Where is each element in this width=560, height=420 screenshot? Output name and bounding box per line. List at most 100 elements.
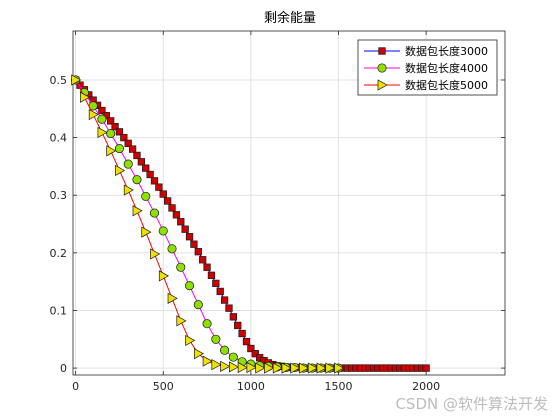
- data-point: [207, 271, 216, 279]
- data-point: [334, 362, 345, 374]
- data-point: [237, 361, 248, 374]
- legend-marker: [377, 79, 388, 91]
- data-point: [199, 256, 207, 264]
- data-point: [176, 315, 187, 327]
- watermark-text: CSDN @软件算法开发: [395, 395, 548, 413]
- data-point: [137, 158, 145, 166]
- data-point: [251, 350, 259, 358]
- data-point: [167, 244, 177, 254]
- data-point: [229, 313, 238, 321]
- data-point: [141, 191, 151, 201]
- data-point: [150, 177, 159, 185]
- data-point: [146, 170, 154, 179]
- data-point: [123, 184, 134, 196]
- data-point: [316, 362, 327, 374]
- data-point: [97, 114, 107, 124]
- data-point: [142, 164, 150, 172]
- legend-entry: 数据包长度5000: [364, 78, 488, 92]
- legend-label: 数据包长度4000: [405, 61, 488, 75]
- data-point: [181, 225, 189, 233]
- data-point: [234, 321, 242, 330]
- data-point: [272, 362, 283, 374]
- legend-marker: [377, 63, 387, 73]
- legend-entry: 数据包长度4000: [364, 61, 488, 75]
- data-point: [422, 364, 430, 372]
- data-point: [212, 279, 220, 288]
- data-point: [106, 145, 117, 157]
- data-point: [194, 248, 202, 256]
- data-point: [185, 334, 196, 347]
- y-tick-label: 0.2: [50, 247, 68, 260]
- data-point: [255, 362, 266, 374]
- data-point: [264, 362, 275, 374]
- data-point: [123, 159, 133, 169]
- data-point: [184, 281, 195, 291]
- data-point: [185, 233, 194, 241]
- y-tick-label: 0.5: [50, 74, 68, 87]
- x-tick-label: 2000: [412, 380, 440, 393]
- data-point: [114, 143, 124, 154]
- data-point: [132, 205, 143, 217]
- data-point: [107, 117, 115, 125]
- data-point: [111, 123, 119, 131]
- data-point: [228, 352, 238, 362]
- data-point: [177, 218, 185, 226]
- x-tick-label: 1000: [237, 380, 265, 393]
- data-point: [150, 248, 161, 260]
- data-point: [159, 190, 167, 198]
- data-point: [88, 108, 99, 121]
- data-point: [155, 183, 163, 191]
- legend-marker: [378, 47, 386, 55]
- data-point: [281, 362, 292, 374]
- data-point: [203, 263, 211, 271]
- data-point: [115, 128, 124, 136]
- data-point: [246, 361, 257, 374]
- data-point: [229, 361, 240, 373]
- data-point: [220, 345, 230, 355]
- legend-label: 数据包长度3000: [405, 44, 488, 58]
- data-point: [202, 355, 213, 367]
- data-point: [211, 334, 221, 344]
- x-tick-label: 0: [72, 380, 79, 393]
- series-3: [71, 74, 345, 374]
- chart-title: 剩余能量: [264, 10, 316, 26]
- data-point: [225, 304, 233, 312]
- data-point: [132, 175, 142, 185]
- data-point: [80, 91, 91, 103]
- data-point: [193, 300, 203, 310]
- axes-box: [72, 30, 506, 376]
- data-point: [247, 344, 255, 353]
- data-point: [238, 329, 246, 338]
- y-tick-label: 0.4: [50, 132, 68, 145]
- data-point: [168, 204, 176, 212]
- data-point: [220, 360, 231, 372]
- y-tick-label: 0.1: [50, 304, 68, 317]
- data-point: [115, 164, 126, 177]
- data-point: [176, 262, 186, 272]
- legend-entry: 数据包长度3000: [364, 44, 488, 58]
- legend-label: 数据包长度5000: [405, 78, 488, 92]
- y-tick-label: 0: [60, 362, 67, 375]
- data-point: [299, 362, 310, 374]
- data-point: [71, 74, 82, 86]
- data-point: [133, 151, 141, 160]
- x-tick-label: 1500: [325, 380, 353, 393]
- data-point: [290, 362, 301, 374]
- legend: 数据包长度3000 数据包长度4000 数据包长度5000: [357, 39, 498, 96]
- data-point: [124, 139, 132, 148]
- data-point: [202, 319, 212, 329]
- data-point: [128, 145, 137, 153]
- data-point: [97, 126, 108, 139]
- data-point: [211, 359, 222, 371]
- data-point: [216, 287, 224, 296]
- data-point: [190, 240, 198, 248]
- data-point: [242, 337, 251, 346]
- data-point: [141, 226, 152, 238]
- data-point: [172, 211, 181, 219]
- data-point: [120, 133, 128, 142]
- y-tick-label: 0.3: [50, 189, 68, 202]
- plot-area: 0 500 1000 1500 2000 0 0.1 0.2 0.3 0.4 0.5: [50, 30, 506, 393]
- data-point: [193, 348, 205, 360]
- data-point: [106, 129, 116, 139]
